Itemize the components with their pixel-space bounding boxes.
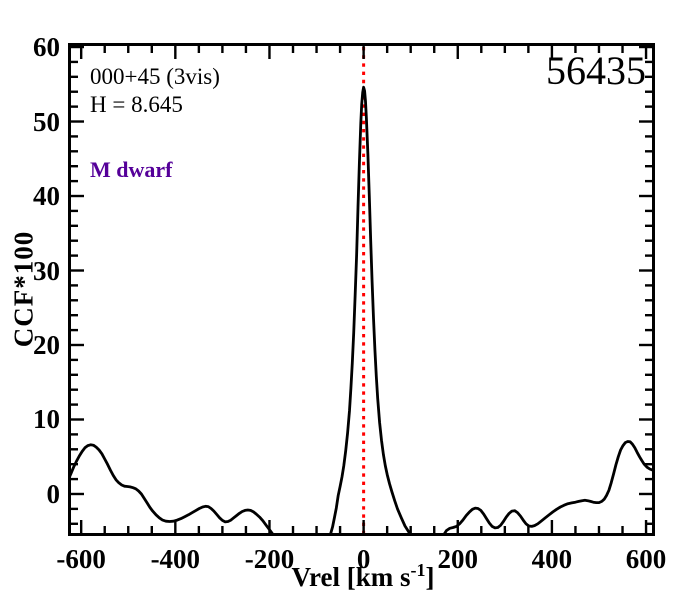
h-magnitude-annotation: H = 8.645 — [90, 92, 183, 117]
object-id-title: 56435 — [546, 48, 646, 93]
x-tick-label: 600 — [625, 544, 667, 574]
x-tick-label: -200 — [244, 544, 295, 574]
ccf-curve — [71, 85, 652, 533]
x-tick-label: -400 — [150, 544, 201, 574]
y-tick-label: 60 — [33, 32, 60, 63]
ccf-curve-layer — [71, 85, 652, 533]
x-axis-title-text: Vrel [km s — [291, 562, 411, 592]
field-visits-annotation: 000+45 (3vis) — [90, 64, 220, 89]
y-tick-label: 40 — [33, 181, 60, 211]
x-axis-title: Vrel [km s-1] — [291, 560, 435, 593]
stellar-class-annotation: M dwarf — [90, 157, 173, 182]
axes-frame — [68, 43, 655, 536]
x-tick-label: -600 — [56, 544, 106, 574]
y-tick-label: 50 — [33, 106, 60, 137]
axes-frame-layer — [68, 43, 655, 536]
y-axis-title: CCF*100 — [8, 230, 39, 348]
x-axis-title-bracket: ] — [425, 562, 435, 592]
x-tick-label: 0 — [356, 544, 371, 574]
y-tick-label: 20 — [33, 329, 60, 360]
plot-area — [68, 43, 655, 536]
y-tick-label: 30 — [33, 255, 60, 286]
y-tick-label: 10 — [33, 404, 60, 435]
x-axis-title-superscript: -1 — [410, 560, 426, 580]
y-tick-label: 0 — [46, 478, 61, 509]
x-tick-label: 200 — [437, 544, 479, 574]
x-tick-label: 400 — [531, 544, 573, 574]
